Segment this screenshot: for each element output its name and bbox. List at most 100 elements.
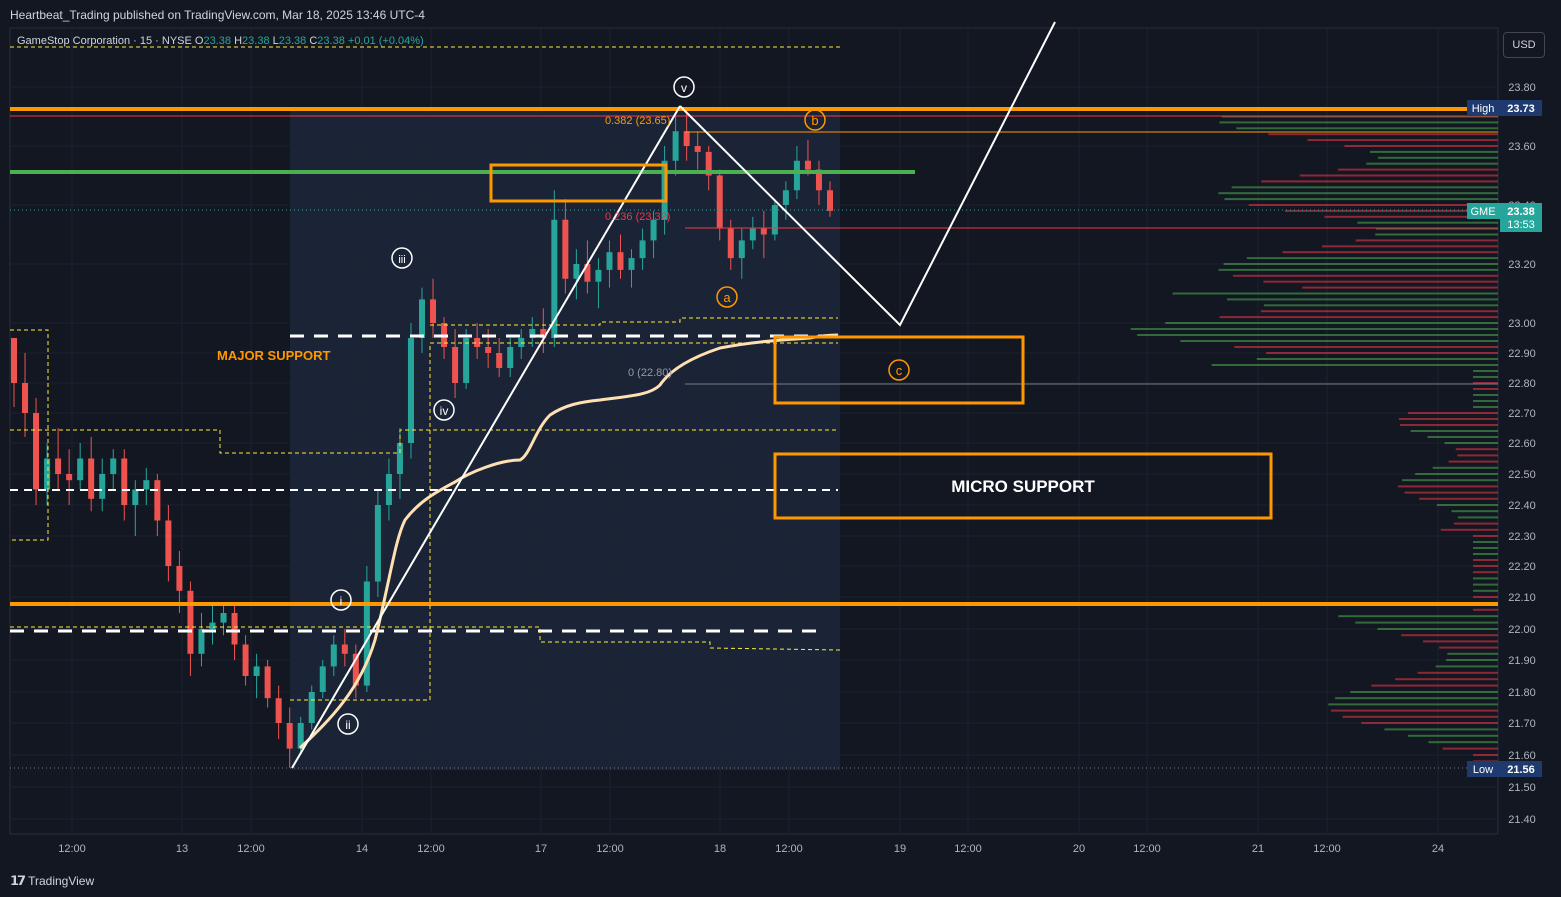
volume-profile-bar <box>1227 298 1498 301</box>
impulse-wave-line[interactable] <box>291 105 681 769</box>
y-tick-label: 23.80 <box>1508 82 1536 94</box>
tradingview-logo[interactable]: 𝟭𝟳 TradingView <box>10 873 94 889</box>
candle-body <box>264 666 271 699</box>
y-tick-label: 21.90 <box>1508 655 1536 667</box>
candle-body <box>474 338 481 347</box>
volume-profile-bar <box>1338 615 1498 618</box>
close-label: C <box>309 35 318 47</box>
y-tick-label: 21.70 <box>1508 718 1536 730</box>
candle <box>121 449 128 521</box>
candle <box>650 210 657 259</box>
correction-path-line[interactable] <box>679 21 1056 327</box>
volume-profile-bar <box>1473 553 1498 555</box>
candle <box>352 644 359 699</box>
candle-body <box>77 458 84 481</box>
candle-body <box>242 644 249 676</box>
svg-text:a: a <box>723 290 731 305</box>
candle <box>705 146 712 191</box>
currency-button[interactable]: USD <box>1503 32 1545 58</box>
candle <box>99 458 106 512</box>
candle-body <box>793 160 800 191</box>
candle-body <box>121 458 128 505</box>
volume-profile-bar <box>1231 186 1498 189</box>
low-label: L <box>272 35 279 47</box>
x-tick-label: 17 <box>535 843 547 855</box>
y-tick-label: 23.20 <box>1508 259 1536 271</box>
candle <box>540 308 547 353</box>
svg-text:v: v <box>681 81 687 95</box>
high-label: H <box>234 35 243 47</box>
volume-profile-bar <box>1473 547 1498 549</box>
change-value: +0.01 (+0.04%) <box>347 35 424 47</box>
candle-body <box>253 666 260 676</box>
volume-profile-bar <box>1401 634 1498 637</box>
volume-profile-bar <box>1371 684 1498 687</box>
candle-body <box>132 489 139 505</box>
last-price-badge: GME 23.38 13:53 <box>1467 203 1542 232</box>
candle <box>330 635 337 676</box>
volume-profile-bar <box>1218 192 1498 195</box>
volume-profile-bar <box>1266 352 1498 354</box>
candle <box>198 613 205 667</box>
candle-body <box>419 299 425 338</box>
candle-body <box>55 458 62 474</box>
candle-body <box>352 653 359 686</box>
candle-body <box>749 228 756 241</box>
y-tick-label: 22.90 <box>1508 348 1536 360</box>
candle <box>804 140 811 176</box>
candle <box>639 228 646 270</box>
candle <box>143 467 150 505</box>
y-tick-label: 22.50 <box>1508 469 1536 481</box>
volume-profile-bar <box>1268 133 1498 136</box>
volume-profile-bar <box>1299 174 1498 177</box>
volume-profile-bar <box>1375 233 1498 236</box>
candle <box>628 249 635 288</box>
candle <box>374 489 381 597</box>
wave-label-v: v <box>673 76 695 98</box>
volume-profile-bar <box>1427 436 1498 438</box>
candle-body <box>463 338 470 383</box>
candle <box>154 474 161 536</box>
x-tick-label: 18 <box>714 843 726 855</box>
symbol-legend[interactable]: GameStop Corporation · 15 · NYSE O23.38 … <box>17 35 424 47</box>
volume-profile-bar <box>1337 168 1498 171</box>
volume-profile-bar <box>1457 516 1498 519</box>
candle <box>132 480 139 536</box>
volume-profile-bar <box>1130 328 1498 330</box>
candle <box>22 353 29 437</box>
candle-body <box>407 338 414 443</box>
candle <box>55 428 62 490</box>
volume-profile-bar <box>1439 646 1498 649</box>
candle <box>771 199 778 241</box>
volume-profile-bar <box>1417 671 1498 674</box>
volume-profile-bar <box>1261 180 1498 183</box>
micro-support-box[interactable] <box>773 452 1273 520</box>
candle-body <box>341 644 348 654</box>
time-axis[interactable]: 12:00 13 12:00 14 12:00 17 12:00 18 12:00 19 12:00… <box>58 843 1444 855</box>
price-axis[interactable]: 23.8023.6023.4023.2023.0022.9022.8022.70… <box>1508 82 1536 826</box>
volume-profile-bar <box>1473 535 1498 537</box>
svg-text:b: b <box>811 113 818 128</box>
volume-profile-bar <box>1282 251 1498 254</box>
wave-label-b: b <box>804 109 826 131</box>
y-tick-label: 23.60 <box>1508 141 1536 153</box>
volume-profile-bar <box>1455 448 1498 451</box>
candle <box>242 635 249 686</box>
volume-profile-bar <box>1223 263 1498 265</box>
close-value: 23.38 <box>317 35 345 47</box>
candle-body <box>738 240 745 259</box>
x-tick-label: 12:00 <box>237 843 265 855</box>
volume-profile-bar <box>1355 621 1498 624</box>
volume-profile-bar <box>1219 121 1498 124</box>
volume-profile-bar <box>1457 454 1498 457</box>
svg-text:21.56: 21.56 <box>1507 764 1535 776</box>
candle-body <box>44 458 51 490</box>
symbol-name[interactable]: GameStop Corporation · 15 · NYSE <box>17 35 192 47</box>
open-label: O <box>194 35 204 47</box>
volume-profile-bar <box>1407 734 1498 737</box>
svg-text:23.73: 23.73 <box>1507 103 1535 115</box>
resistance-box[interactable] <box>489 163 668 203</box>
target-box-c[interactable] <box>773 335 1025 405</box>
volume-profile-bar <box>1428 741 1498 744</box>
